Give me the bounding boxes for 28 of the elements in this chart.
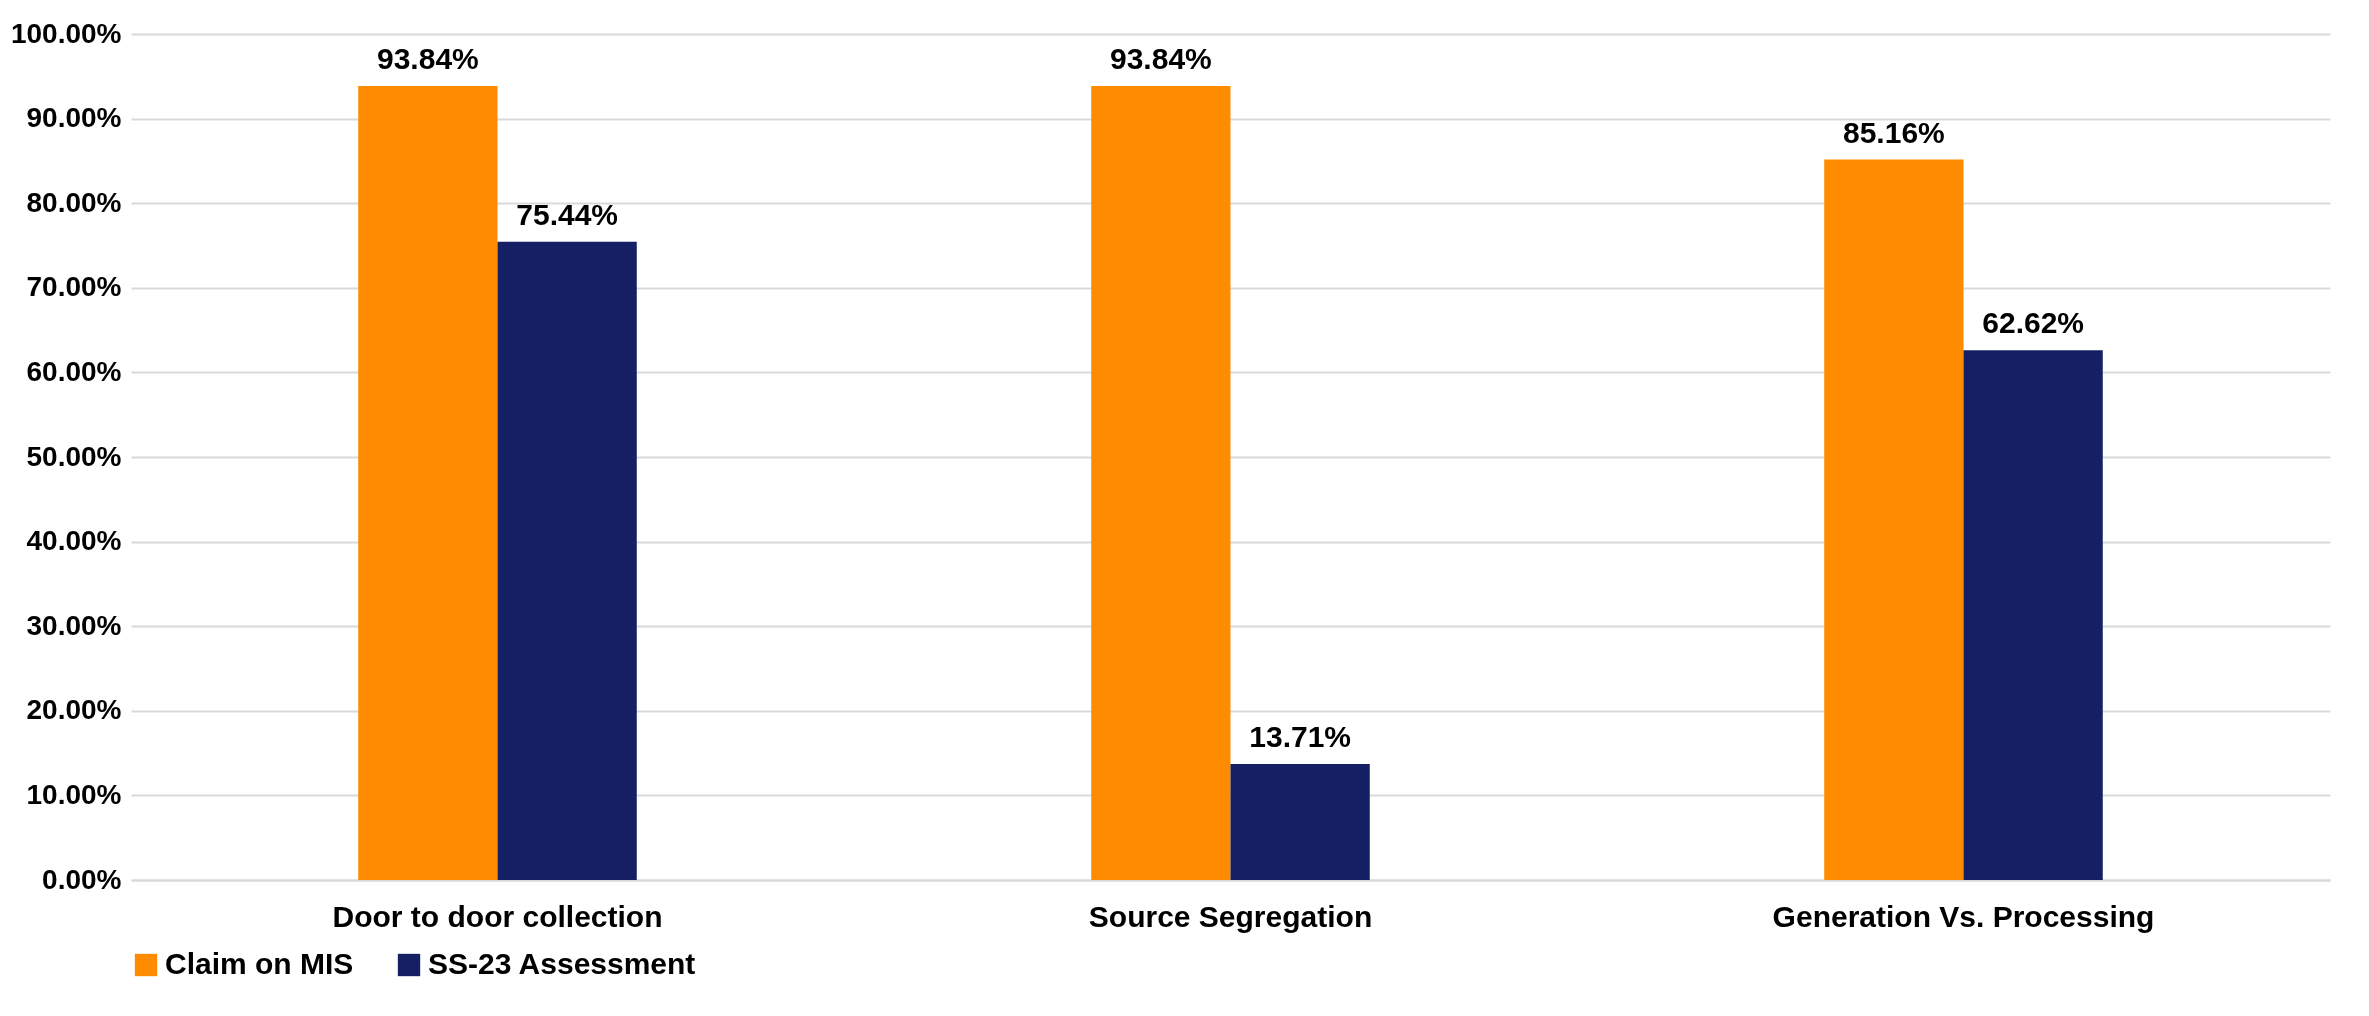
y-tick-label: 90.00% bbox=[26, 102, 122, 134]
y-tick-label: 50.00% bbox=[26, 440, 122, 472]
y-tick-label: 10.00% bbox=[26, 778, 122, 810]
y-tick-label: 80.00% bbox=[26, 186, 122, 218]
y-tick-label: 70.00% bbox=[26, 271, 122, 303]
bar bbox=[1230, 764, 1370, 880]
x-tick-label: Generation Vs. Processing bbox=[1772, 899, 2155, 933]
data-label: 85.16% bbox=[1842, 115, 1945, 149]
legend-label: Claim on MIS bbox=[165, 947, 354, 980]
legend-label: SS-23 Assessment bbox=[428, 947, 696, 980]
data-label: 93.84% bbox=[1109, 42, 1212, 76]
y-tick-label: 40.00% bbox=[26, 525, 122, 557]
y-tick-label: 100.00% bbox=[10, 17, 122, 49]
data-label: 62.62% bbox=[1982, 306, 2085, 340]
bar bbox=[497, 241, 637, 880]
y-tick-label: 20.00% bbox=[26, 694, 122, 726]
bar bbox=[1824, 159, 1964, 880]
x-tick-label: Source Segregation bbox=[1088, 899, 1373, 933]
x-tick-label: Door to door collection bbox=[332, 899, 663, 933]
data-label: 13.71% bbox=[1249, 720, 1352, 754]
y-tick-label: 30.00% bbox=[26, 609, 122, 641]
bar bbox=[1091, 86, 1231, 880]
bar bbox=[358, 86, 498, 880]
bar bbox=[1963, 350, 2103, 880]
data-label: 75.44% bbox=[516, 197, 619, 231]
data-label: 93.84% bbox=[376, 42, 479, 76]
y-tick-label: 60.00% bbox=[26, 355, 122, 387]
y-tick-label: 0.00% bbox=[42, 863, 122, 895]
